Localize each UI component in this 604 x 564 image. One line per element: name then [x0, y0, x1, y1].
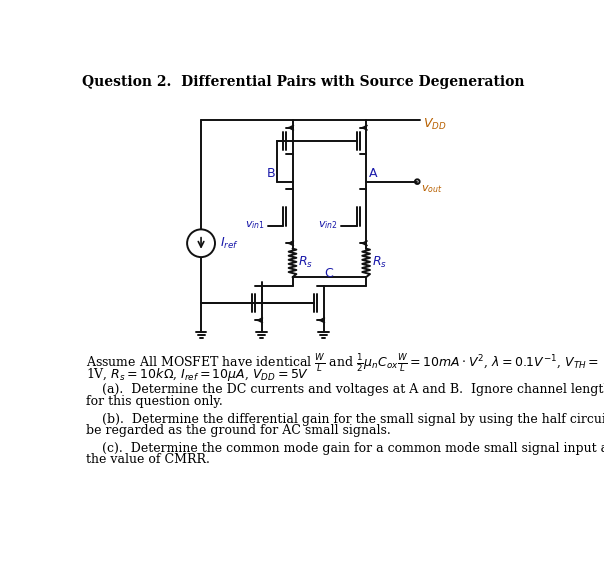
Text: $V_{DD}$: $V_{DD}$	[423, 117, 447, 132]
Text: (c).  Determine the common mode gain for a common mode small signal input and de: (c). Determine the common mode gain for …	[86, 442, 604, 455]
Text: the value of CMRR.: the value of CMRR.	[86, 453, 210, 466]
Text: C: C	[324, 267, 333, 280]
Text: $v_{in2}$: $v_{in2}$	[318, 219, 338, 231]
Text: $v_{in1}$: $v_{in1}$	[245, 219, 265, 231]
Text: $v_{out}$: $v_{out}$	[421, 183, 443, 195]
Text: $R_s$: $R_s$	[371, 255, 387, 270]
Text: 1V, $R_s = 10k\Omega$, $I_{ref} = 10\mu A$, $V_{DD} = 5V$: 1V, $R_s = 10k\Omega$, $I_{ref} = 10\mu …	[86, 365, 310, 382]
Text: $R_s$: $R_s$	[298, 255, 313, 270]
Text: B: B	[267, 167, 275, 180]
Text: $I_{ref}$: $I_{ref}$	[220, 236, 239, 251]
Text: Assume All MOSFET have identical $\frac{W}{L}$ and $\frac{1}{2}\mu_n C_{ox}\frac: Assume All MOSFET have identical $\frac{…	[86, 352, 599, 374]
Text: A: A	[369, 167, 378, 180]
Text: be regarded as the ground for AC small signals.: be regarded as the ground for AC small s…	[86, 424, 391, 437]
Text: Question 2.  Differential Pairs with Source Degeneration: Question 2. Differential Pairs with Sour…	[82, 76, 524, 89]
Text: (b).  Determine the differential gain for the small signal by using the half cir: (b). Determine the differential gain for…	[86, 413, 604, 426]
Text: (a).  Determine the DC currents and voltages at A and B.  Ignore channel length : (a). Determine the DC currents and volta…	[86, 384, 604, 396]
Text: for this question only.: for this question only.	[86, 395, 223, 408]
